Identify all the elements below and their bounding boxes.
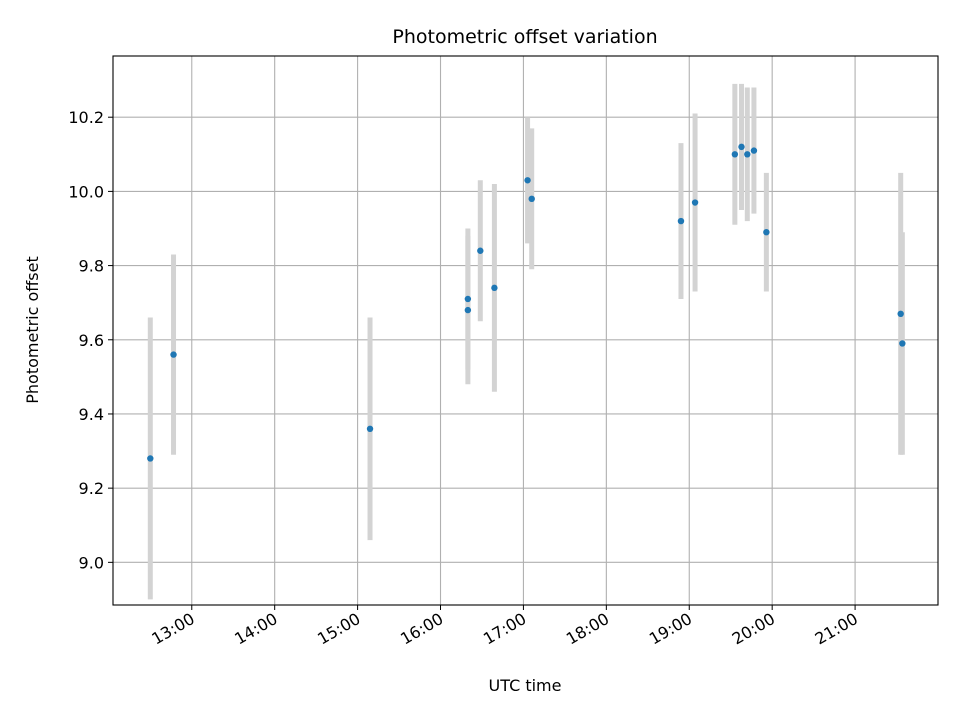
data-point [897, 310, 904, 318]
data-point [528, 195, 535, 203]
x-tick-label: 18:00 [563, 609, 612, 649]
x-tick-label: 21:00 [812, 609, 861, 649]
x-axis-title: UTC time [489, 676, 562, 695]
y-tick-label: 9.2 [79, 479, 104, 498]
data-point [731, 151, 739, 158]
y-axis-title: Photometric offset [23, 256, 42, 404]
data-point [763, 228, 770, 236]
data-point [899, 340, 906, 347]
data-point [750, 147, 758, 154]
y-tick-label: 9.4 [79, 405, 104, 424]
data-point [170, 351, 177, 358]
x-axis: 13:00 14:00 15:00 16:00 17:00 18:00 19:00 20:00… [148, 605, 861, 649]
x-tick-label: 16:00 [397, 609, 446, 649]
x-tick-label: 20:00 [729, 609, 778, 649]
data-point [738, 143, 745, 151]
y-tick-label: 9.6 [79, 331, 104, 350]
x-tick-label: 15:00 [314, 609, 363, 649]
y-tick-label: 9.0 [79, 553, 104, 572]
data-point [524, 177, 531, 184]
x-tick-label: 19:00 [646, 609, 695, 649]
x-tick-label: 13:00 [148, 609, 197, 649]
data-point [477, 247, 484, 254]
data-point [744, 151, 751, 158]
y-tick-label: 9.8 [79, 257, 104, 276]
x-tick-label: 17:00 [480, 609, 529, 649]
chart-title: Photometric offset variation [392, 26, 657, 48]
plot-frame [112, 55, 939, 606]
y-tick-label: 10.2 [68, 108, 104, 127]
errorbars [147, 83, 905, 600]
y-axis: 9.0 9.2 9.4 9.6 9.8 10.0 10.2 [68, 108, 113, 572]
data-point [677, 217, 685, 225]
grid [113, 56, 938, 605]
data-point [366, 425, 374, 433]
data-point [464, 295, 472, 303]
y-tick-label: 10.0 [68, 182, 104, 201]
data-point [691, 199, 699, 206]
data-point [491, 284, 498, 292]
data-point [464, 306, 472, 314]
data-points [147, 143, 906, 462]
data-point [147, 455, 154, 462]
x-tick-label: 14:00 [231, 609, 280, 649]
